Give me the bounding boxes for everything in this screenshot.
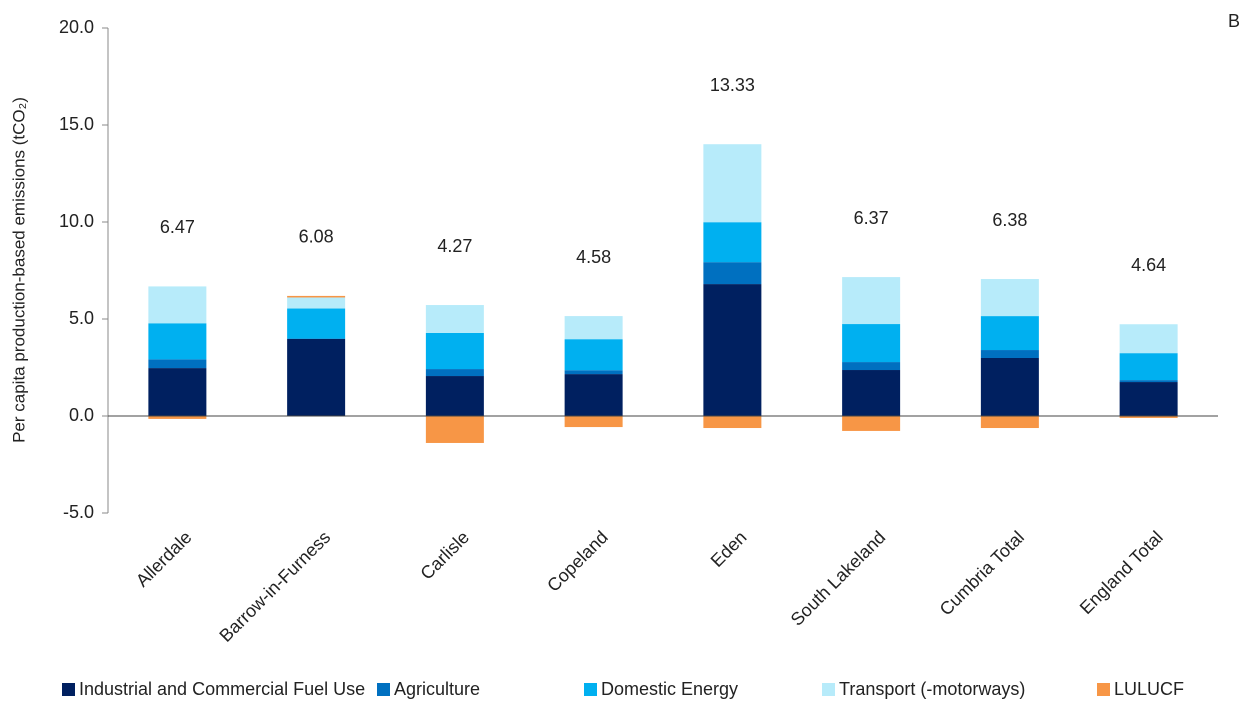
bar-segment xyxy=(425,369,484,377)
y-tick-label: 15.0 xyxy=(59,114,94,134)
legend-swatch xyxy=(822,683,835,696)
bar-segment xyxy=(564,416,623,428)
y-axis-label: Per capita production-based emissions (t… xyxy=(9,97,28,443)
total-label: 6.37 xyxy=(854,208,889,228)
y-tick-label: -5.0 xyxy=(63,502,94,522)
bar-segment xyxy=(148,359,207,369)
y-tick-label: 20.0 xyxy=(59,17,94,37)
total-label: 4.64 xyxy=(1131,255,1166,275)
bar-segment xyxy=(1119,416,1178,418)
y-tick-label: 5.0 xyxy=(69,308,94,328)
bar-segment xyxy=(703,284,762,416)
x-tick-label: Allerdale xyxy=(132,527,196,591)
bar-segment xyxy=(980,279,1039,317)
bar-segment xyxy=(564,316,623,340)
bar-segment xyxy=(1119,380,1178,383)
x-tick-label: Barrow-in-Furness xyxy=(215,527,334,646)
bar-segment xyxy=(287,295,346,298)
legend-label: Domestic Energy xyxy=(601,679,738,699)
bar-segment xyxy=(703,262,762,285)
total-label: 13.33 xyxy=(710,75,755,95)
bar-segment xyxy=(564,370,623,375)
bar-segment xyxy=(425,305,484,333)
bar-segment xyxy=(1119,324,1178,354)
bar-segment xyxy=(703,144,762,223)
bar-segment xyxy=(703,222,762,263)
x-tick-label: Copeland xyxy=(543,527,612,596)
legend-swatch xyxy=(584,683,597,696)
bar-segment xyxy=(564,374,623,416)
bar-segment xyxy=(703,416,762,429)
bar-segment xyxy=(148,368,207,416)
bar-segment xyxy=(287,308,346,339)
bar-segment xyxy=(1119,353,1178,381)
bar-segment xyxy=(564,339,623,371)
bar-segment xyxy=(148,323,207,360)
bar-segment xyxy=(842,370,901,416)
bar-segment xyxy=(287,338,346,416)
bar-segment xyxy=(287,297,346,309)
legend-label: Industrial and Commercial Fuel Use xyxy=(79,679,365,699)
x-tick-label: Carlisle xyxy=(416,527,473,584)
bar-segment xyxy=(842,416,901,431)
total-label: 4.58 xyxy=(576,247,611,267)
bar-segment xyxy=(842,324,901,363)
total-label: 6.47 xyxy=(160,217,195,237)
bar-segment xyxy=(425,416,484,443)
bar-segment xyxy=(425,376,484,416)
bar-segment xyxy=(980,357,1039,416)
legend-swatch xyxy=(62,683,75,696)
bar-segment xyxy=(148,286,207,324)
x-tick-label: England Total xyxy=(1076,527,1167,618)
total-label: 6.38 xyxy=(992,210,1027,230)
legend-label: LULUCF xyxy=(1114,679,1184,699)
bar-segment xyxy=(148,416,207,419)
bar-segment xyxy=(842,362,901,371)
legend-label: Transport (-motorways) xyxy=(839,679,1025,699)
legend-swatch xyxy=(1097,683,1110,696)
bar-segment xyxy=(980,416,1039,429)
y-tick-label: 0.0 xyxy=(69,405,94,425)
bar-segment xyxy=(980,350,1039,358)
bar-segment xyxy=(842,277,901,325)
x-tick-label: Eden xyxy=(707,527,751,571)
annotation: B xyxy=(1228,11,1240,31)
x-tick-label: South Lakeland xyxy=(787,527,890,630)
x-tick-label: Cumbria Total xyxy=(936,527,1028,619)
total-label: 4.27 xyxy=(437,236,472,256)
bar-segment xyxy=(980,316,1039,351)
bar-segment xyxy=(425,332,484,370)
total-label: 6.08 xyxy=(299,227,334,247)
y-tick-label: 10.0 xyxy=(59,211,94,231)
legend-label: Agriculture xyxy=(394,679,480,699)
bar-segment xyxy=(1119,382,1178,416)
legend-swatch xyxy=(377,683,390,696)
